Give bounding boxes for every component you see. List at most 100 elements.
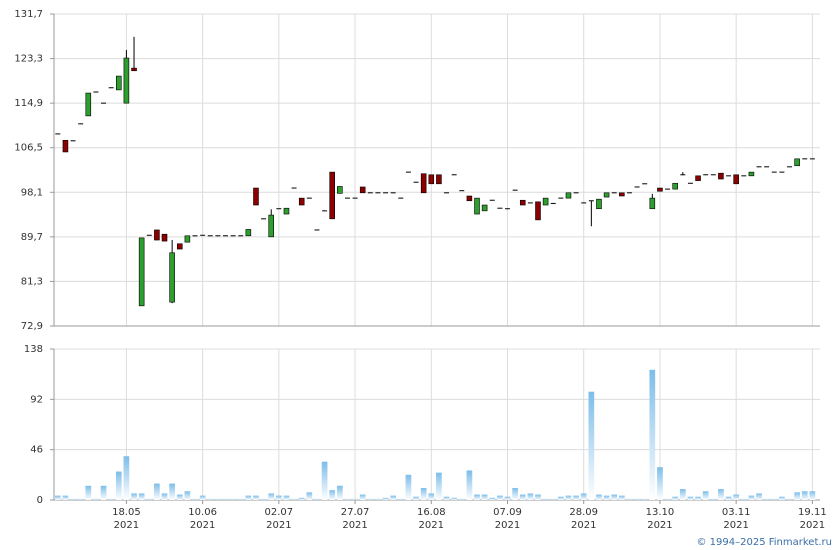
volume-bar: [740, 498, 747, 500]
volume-bar: [634, 498, 640, 500]
y-tick-label: 0: [37, 495, 43, 506]
x-tick-label: 16.08: [417, 507, 446, 518]
candle-body: [596, 198, 602, 210]
candle-body: [138, 237, 145, 307]
y-tick-label: 123,3: [14, 54, 43, 65]
candle-body: [733, 174, 739, 185]
volume-bar: [336, 485, 343, 500]
y-tick-label: 114,9: [14, 98, 43, 109]
volume-bar: [405, 474, 412, 500]
volume-bar: [702, 491, 709, 500]
candle-body: [794, 158, 800, 167]
volume-bar: [641, 498, 648, 500]
volume-bar: [504, 496, 511, 500]
volume-bar: [382, 497, 389, 500]
y-tick-label: 72,9: [21, 321, 43, 332]
volume-bar: [542, 498, 549, 500]
volume-bar: [352, 498, 358, 500]
volume-bar: [565, 495, 572, 500]
volume-bar: [611, 494, 618, 500]
candle-body: [253, 187, 259, 206]
volume-bar: [70, 498, 76, 500]
volume-bar: [809, 491, 816, 500]
volume-bar: [695, 496, 701, 500]
volume-bar: [62, 495, 69, 500]
x-tick-label: 28.09: [569, 507, 598, 518]
volume-bar: [138, 493, 145, 500]
candle-body: [298, 197, 305, 206]
y-tick-label: 98,1: [21, 187, 43, 198]
volume-bar: [588, 391, 595, 500]
volume-bar: [679, 489, 686, 500]
y-tick-label: 131,7: [14, 9, 43, 20]
volume-bar: [77, 498, 84, 500]
volume-bar: [756, 493, 762, 500]
candle-body: [359, 186, 366, 194]
volume-bar: [85, 485, 92, 500]
volume-bar: [733, 494, 740, 500]
candle-body: [481, 204, 488, 212]
volume-bar: [359, 494, 366, 500]
copyright: © 1994–2025 Finmarket.ru: [696, 537, 832, 548]
candle-body: [474, 197, 480, 215]
candle-body: [718, 172, 724, 180]
candle-body: [184, 235, 191, 243]
volume-bar: [550, 498, 557, 500]
x-tick-label: 03.11: [722, 507, 751, 518]
candle-body: [85, 92, 92, 117]
candle-body: [672, 182, 678, 190]
volume-bar: [420, 487, 427, 500]
volume-bar: [801, 491, 808, 500]
x-tick-label: 27.07: [341, 507, 370, 518]
candle-body: [283, 207, 290, 215]
volume-bar: [451, 497, 458, 500]
volume-bar: [489, 497, 496, 500]
volume-bar: [215, 498, 221, 500]
candle-body: [619, 192, 625, 197]
x-tick-label: 13.10: [646, 507, 675, 518]
candle-body: [603, 192, 610, 198]
volume-bar: [718, 489, 724, 500]
volume-bar: [672, 496, 679, 500]
x-tick-sublabel: 2021: [190, 520, 215, 531]
candle-body: [420, 173, 427, 194]
volume-bar: [222, 498, 229, 500]
volume-bar: [108, 498, 115, 500]
candle-body: [154, 229, 160, 241]
x-tick-label: 07.09: [493, 507, 522, 518]
y-tick-label: 81,3: [21, 276, 43, 287]
volume-bar: [649, 369, 656, 500]
x-tick-label: 02.07: [265, 507, 294, 518]
candle-body: [657, 187, 663, 192]
x-tick-sublabel: 2021: [495, 520, 520, 531]
volume-bar: [626, 498, 633, 500]
y-tick-label: 89,7: [21, 232, 43, 243]
volume-bar: [596, 494, 602, 500]
x-tick-label: 18.05: [112, 507, 141, 518]
volume-bar: [557, 496, 564, 500]
volume-bar: [512, 487, 518, 500]
volume-bar: [375, 498, 381, 500]
volume-bar: [481, 494, 488, 500]
volume-bar: [763, 498, 770, 500]
volume-bar: [146, 498, 153, 500]
volume-bar: [93, 498, 99, 500]
volume-bar: [367, 498, 374, 500]
volume-bar: [199, 495, 206, 500]
x-tick-sublabel: 2021: [342, 520, 367, 531]
candle-body: [161, 233, 168, 242]
volume-bar: [786, 498, 793, 500]
volume-bar: [527, 493, 534, 500]
x-tick-sublabel: 2021: [647, 520, 672, 531]
volume-bar: [428, 493, 435, 500]
volume-bar: [535, 494, 541, 500]
candle-body: [169, 252, 175, 303]
candle-body: [542, 197, 549, 206]
candle-body: [695, 175, 701, 181]
volume-bar: [687, 496, 694, 500]
volume-bar: [519, 494, 526, 500]
volume-bar: [657, 467, 663, 500]
volume-bar: [779, 496, 785, 500]
volume-bar: [100, 485, 107, 500]
